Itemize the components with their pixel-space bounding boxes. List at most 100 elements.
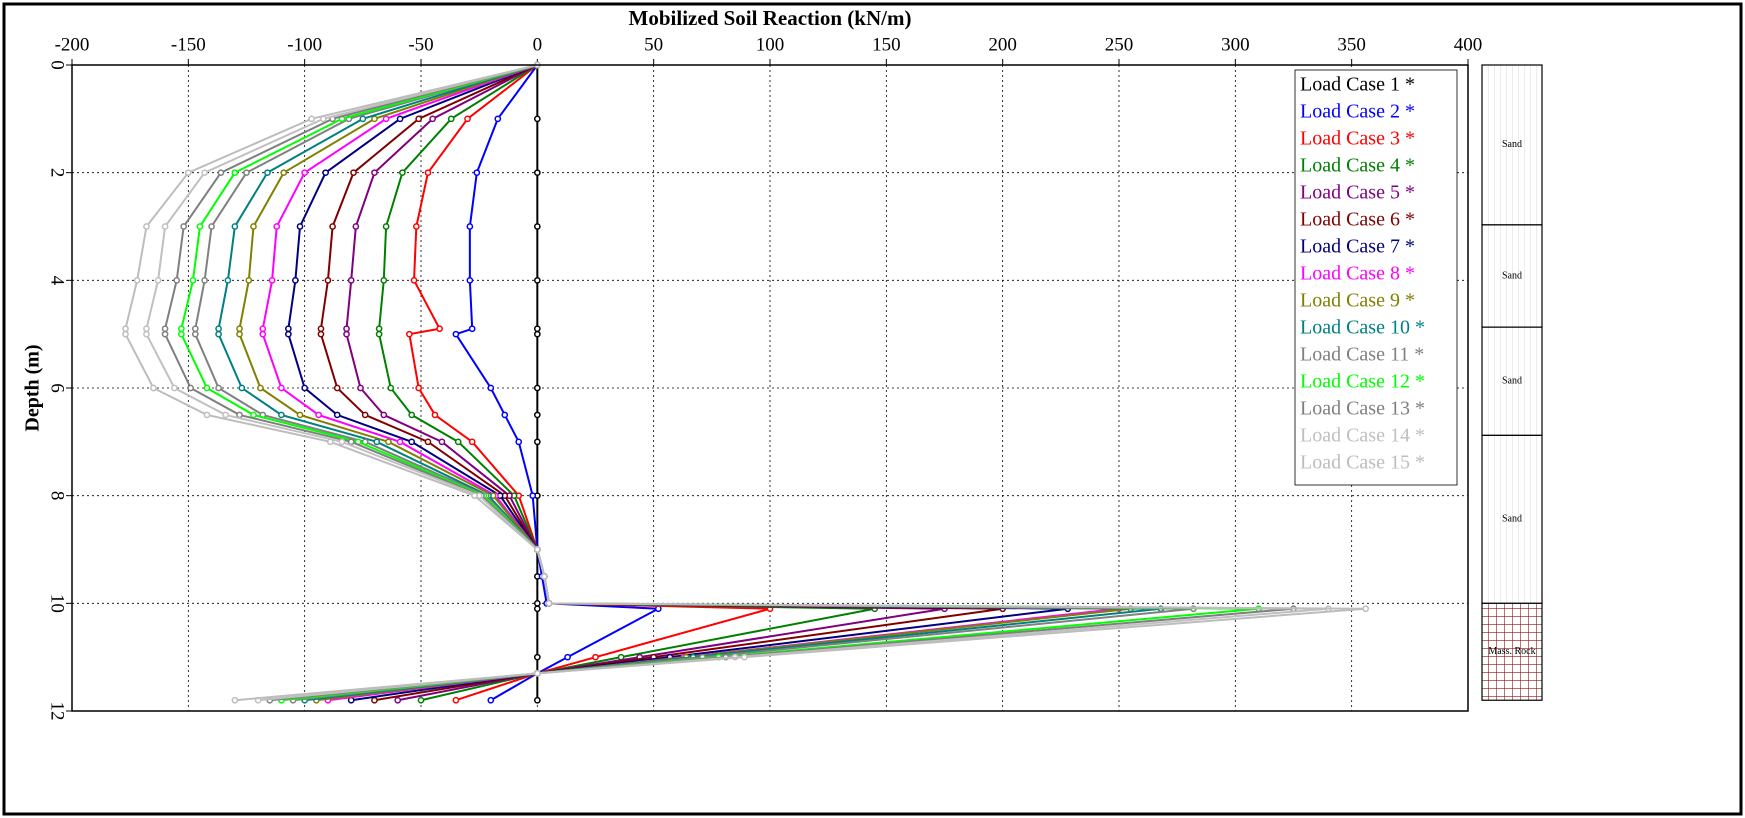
plot-frame [71,64,1469,712]
data-point [438,438,446,446]
data-point [236,325,243,333]
data-point [533,411,541,419]
data-point [231,169,239,177]
grid: -200 -150 -100 -50 0 50 100 150 200 250 300 350 400 0… [47,34,1483,720]
data-point [347,276,355,284]
data-point [471,492,478,500]
y-tick-label: 12 [47,702,68,721]
y-tick-label: 6 [47,383,68,393]
data-point [466,223,474,230]
data-point [161,330,169,338]
soil-layer [1481,434,1543,604]
data-point [154,276,162,284]
data-point [122,325,129,333]
data-point [273,223,281,230]
data-point [494,115,502,123]
data-point [424,438,432,446]
legend-entry: Load Case 9 * [1300,290,1415,312]
series-line [124,64,1366,702]
y-tick-label: 2 [47,168,68,178]
data-point [380,276,388,284]
series-layer [122,61,1369,704]
data-point [533,696,541,704]
data-point [180,223,188,230]
data-point [533,115,541,123]
data-point [533,325,541,333]
data-point [396,438,404,446]
data-point [143,330,150,338]
legend-entry: Load Case 15 * [1300,452,1425,474]
data-point [452,330,460,338]
series-line [217,64,1161,702]
x-tick-label: -100 [287,34,322,55]
data-point [487,696,495,704]
legend-entry: Load Case 3 * [1300,128,1415,150]
data-point [301,384,309,392]
data-point [301,169,309,177]
data-point [296,411,304,419]
data-point [371,169,378,177]
legend-entry: Load Case 5 * [1300,182,1415,204]
y-tick-label: 8 [47,491,68,501]
data-point [350,169,357,177]
series-line [378,64,875,702]
data-point [196,223,204,230]
data-point [308,115,315,123]
data-point [415,115,423,123]
data-point [257,384,264,392]
x-tick-label: 150 [872,34,901,55]
legend-entry: Load Case 13 * [1300,398,1425,420]
data-point [317,330,325,338]
data-point [533,599,541,607]
data-point [231,696,239,704]
y-tick-label: 0 [47,60,68,70]
data-point [259,325,267,333]
data-point [533,438,541,446]
data-point [359,115,367,123]
data-point [343,325,350,333]
soil-layer [1481,64,1543,226]
x-tick-label: 400 [1454,34,1483,55]
data-point [533,330,541,338]
data-point [278,411,285,419]
data-point [1362,605,1369,613]
data-point [424,169,432,177]
soil-layer-label: Sand [1502,270,1522,281]
data-point [264,169,271,177]
data-point [436,325,443,333]
data-point [452,696,460,704]
data-point [564,653,571,661]
legend-box [1294,69,1458,486]
x-tick-label: -200 [55,34,90,55]
x-tick-label: -150 [171,34,206,55]
data-point [361,411,369,419]
data-point [533,384,541,392]
legend-entry: Load Case 7 * [1300,236,1415,258]
data-point [173,276,181,284]
data-point [447,115,455,123]
data-point [533,605,541,613]
data-point [191,330,199,338]
data-point [215,325,222,333]
data-point [375,325,383,333]
data-point [529,492,537,500]
x-tick-label: 200 [988,34,1017,55]
legend-entry: Load Case 1 * [1300,74,1415,96]
data-point [143,223,150,230]
data-point [380,411,388,419]
data-point [215,330,222,338]
data-point [385,438,392,446]
data-point [280,169,288,177]
data-point [431,411,439,419]
soil-layer [1481,326,1543,436]
data-point [324,276,332,284]
data-point [415,384,423,392]
legend-entry: Load Case 6 * [1300,209,1415,231]
legend-entry: Load Case 4 * [1300,155,1415,177]
soil-layer [1481,224,1543,328]
data-point [592,653,599,661]
series-line [238,64,1131,702]
